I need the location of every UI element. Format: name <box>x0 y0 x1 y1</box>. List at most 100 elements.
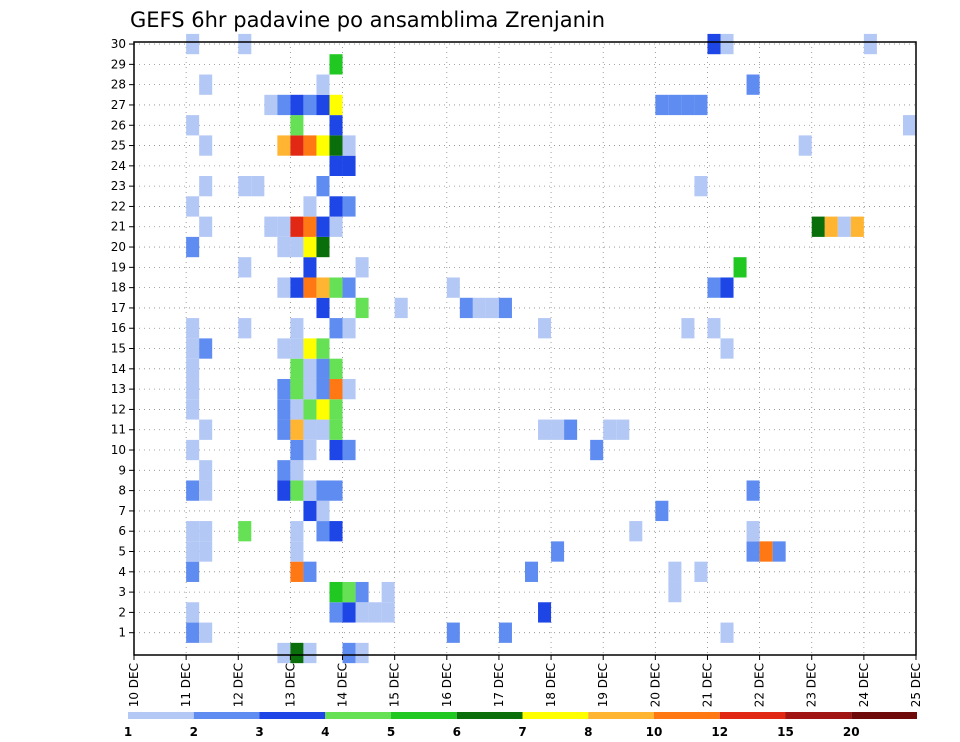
ensemble-cell <box>277 419 291 440</box>
ensemble-cell <box>186 236 200 258</box>
ensemble-cell <box>199 338 213 359</box>
ensemble-cell <box>186 378 200 400</box>
ensemble-cell <box>186 541 200 562</box>
y-tick-label: 3 <box>118 585 126 599</box>
legend-swatch <box>522 712 589 719</box>
x-tick-label: 10 DEC <box>127 663 141 707</box>
y-tick-label: 29 <box>111 57 126 71</box>
ensemble-cell <box>590 439 604 461</box>
ensemble-cell <box>199 460 213 481</box>
x-tick-label: 22 DEC <box>753 663 767 707</box>
ensemble-cell <box>329 399 343 420</box>
y-tick-label: 20 <box>111 240 126 254</box>
ensemble-cell <box>329 439 343 461</box>
y-tick-label: 1 <box>118 626 126 640</box>
ensemble-cell <box>694 94 708 116</box>
ensemble-cell <box>186 338 200 359</box>
ensemble-cell <box>303 358 317 379</box>
x-tick-label: 19 DEC <box>596 663 610 707</box>
ensemble-cell <box>186 196 200 217</box>
legend-label: 20 <box>843 725 860 739</box>
ensemble-cell <box>329 216 343 237</box>
ensemble-cell <box>290 480 304 501</box>
ensemble-cells <box>186 33 916 664</box>
ensemble-cell <box>772 541 786 562</box>
ensemble-cell <box>316 94 330 116</box>
ensemble-cell <box>720 33 734 55</box>
y-tick-label: 14 <box>111 362 126 376</box>
x-tick-label: 25 DEC <box>909 663 923 707</box>
legend-swatch <box>851 712 917 719</box>
ensemble-cell <box>303 277 317 298</box>
ensemble-cell <box>316 216 330 237</box>
ensemble-cell <box>277 216 291 237</box>
ensemble-cell <box>746 74 760 95</box>
ensemble-cell <box>238 33 252 55</box>
ensemble-cell <box>303 257 317 278</box>
ensemble-cell <box>186 399 200 420</box>
y-tick-label: 5 <box>118 545 126 559</box>
y-tick-label: 13 <box>111 382 126 396</box>
ensemble-cell <box>759 541 773 562</box>
ensemble-cell <box>459 297 473 319</box>
legend-swatch <box>128 712 194 719</box>
ensemble-cell <box>707 33 721 55</box>
ensemble-cell <box>186 602 200 623</box>
ensemble-cell <box>264 94 278 116</box>
ensemble-cell <box>368 602 382 623</box>
x-tick-label: 12 DEC <box>231 663 245 707</box>
ensemble-cell <box>199 521 213 542</box>
ensemble-cell <box>316 74 330 95</box>
ensemble-cell <box>329 196 343 217</box>
ensemble-cell <box>720 622 734 643</box>
ensemble-cell <box>316 480 330 501</box>
ensemble-cell <box>498 622 512 643</box>
ensemble-cell <box>538 419 552 440</box>
y-tick-label: 7 <box>118 504 126 518</box>
x-tick-label: 16 DEC <box>440 663 454 707</box>
y-tick-label: 25 <box>111 139 126 153</box>
ensemble-cell <box>342 196 356 217</box>
ensemble-cell <box>485 297 499 319</box>
legend-label: 2 <box>190 725 198 739</box>
ensemble-cell <box>290 439 304 461</box>
ensemble-cell <box>186 115 200 136</box>
ensemble-cell <box>811 216 825 237</box>
ensemble-cell <box>342 135 356 156</box>
ensemble-cell <box>342 602 356 623</box>
ensemble-cell <box>303 561 317 582</box>
ensemble-cell <box>290 399 304 420</box>
ensemble-cell <box>342 277 356 298</box>
ensemble-cell <box>186 33 200 55</box>
y-tick-label: 30 <box>111 37 126 51</box>
ensemble-cell <box>303 216 317 237</box>
ensemble-cell <box>290 358 304 379</box>
ensemble-cell <box>290 338 304 359</box>
legend-swatch <box>391 712 457 719</box>
ensemble-cell <box>264 216 278 237</box>
legend-swatch <box>325 712 391 719</box>
x-tick-label: 17 DEC <box>492 663 506 707</box>
ensemble-cell <box>394 297 408 319</box>
ensemble-cell <box>525 561 539 582</box>
ensemble-cell <box>538 602 552 623</box>
ensemble-cell <box>694 175 708 197</box>
y-tick-label: 12 <box>111 402 126 416</box>
legend-swatch <box>193 712 260 719</box>
axis-ticks: 1234567891011121314151617181920212223242… <box>111 37 923 707</box>
legend-swatch <box>588 712 654 719</box>
y-tick-label: 4 <box>118 565 126 579</box>
ensemble-cell <box>238 257 252 278</box>
ensemble-cell <box>316 236 330 258</box>
ensemble-cell <box>355 257 369 278</box>
ensemble-cell <box>238 521 252 542</box>
ensemble-cell <box>564 419 578 440</box>
ensemble-cell <box>381 602 395 623</box>
ensemble-cell <box>837 216 851 237</box>
ensemble-cell <box>329 378 343 400</box>
ensemble-cell <box>186 622 200 643</box>
ensemble-cell <box>290 419 304 440</box>
ensemble-cell <box>668 94 682 116</box>
ensemble-cell <box>290 561 304 582</box>
